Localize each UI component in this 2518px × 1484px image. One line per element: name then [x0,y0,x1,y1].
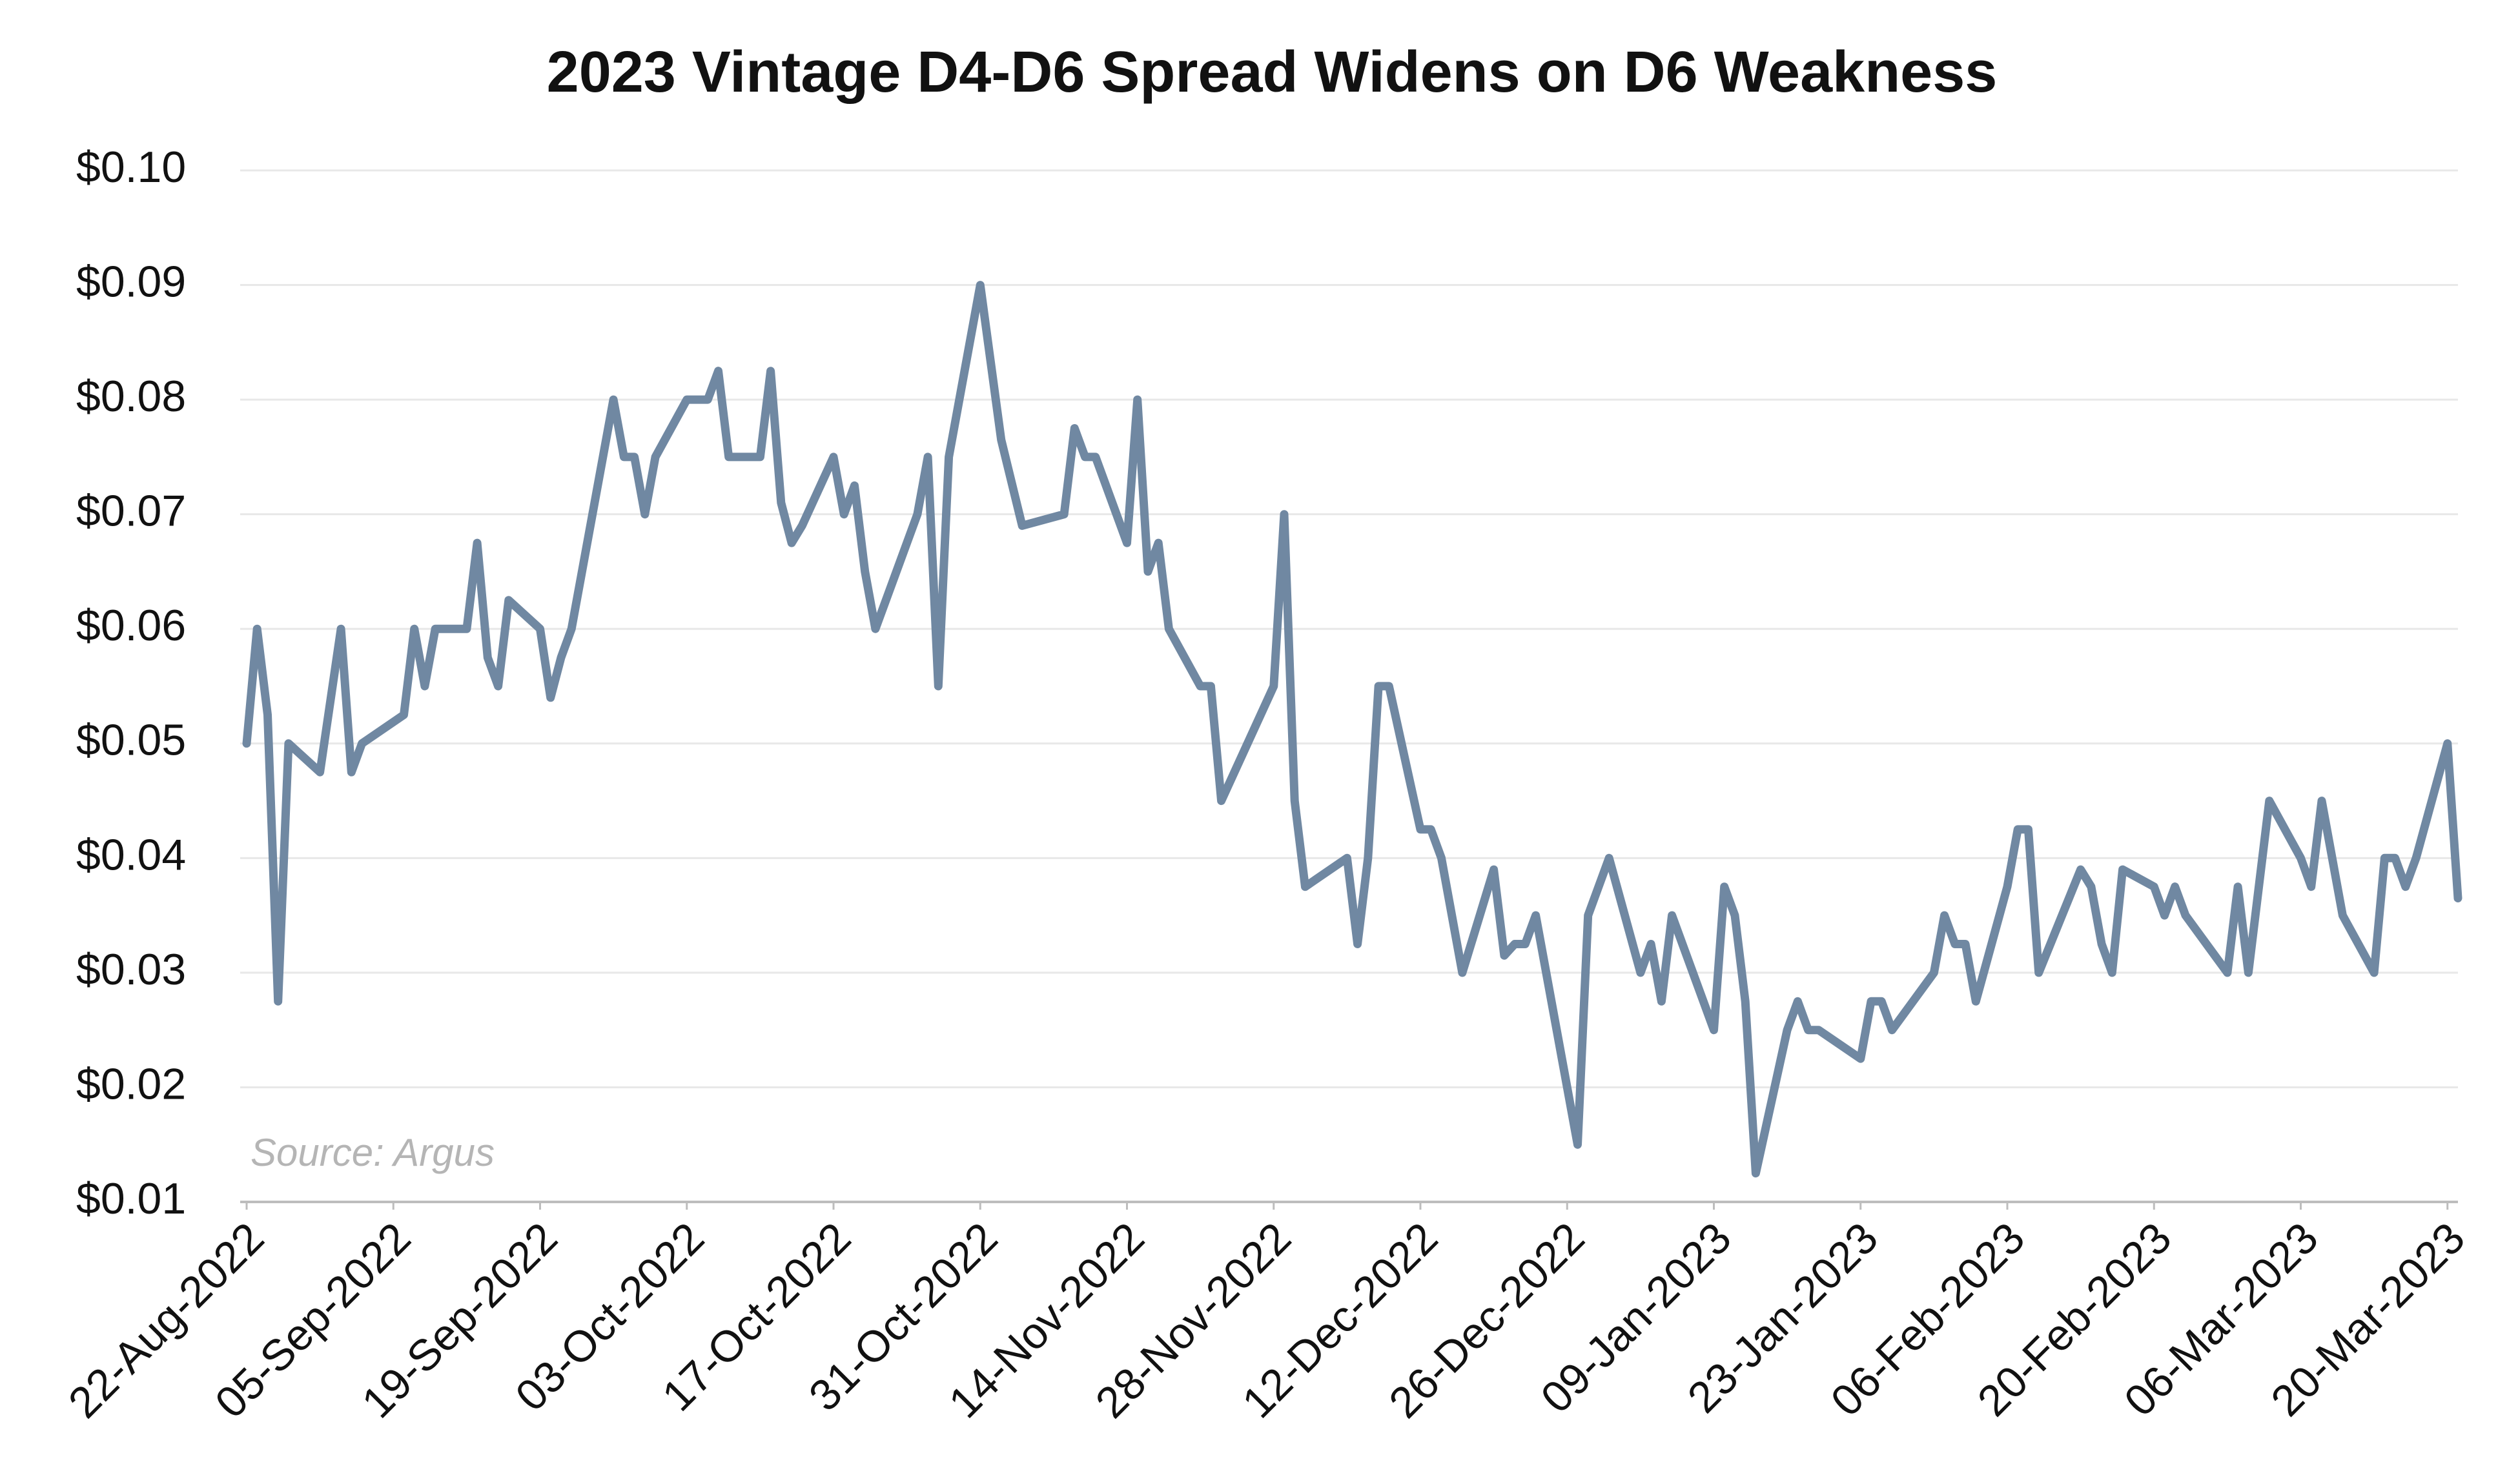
chart-title: 2023 Vintage D4-D6 Spread Widens on D6 W… [547,40,1998,105]
y-tick-label: $0.05 [76,716,186,765]
y-tick-label: $0.04 [76,830,186,879]
y-tick-label: $0.01 [76,1174,186,1223]
y-tick-label: $0.10 [76,143,186,192]
source-note: Source: Argus [251,1131,495,1174]
y-tick-label: $0.08 [76,372,186,421]
y-tick-label: $0.02 [76,1059,186,1108]
y-tick-label: $0.07 [76,487,186,536]
y-tick-label: $0.06 [76,601,186,650]
data-line [242,281,2462,1178]
y-tick-label: $0.03 [76,945,186,994]
y-tick-label: $0.09 [76,258,186,307]
